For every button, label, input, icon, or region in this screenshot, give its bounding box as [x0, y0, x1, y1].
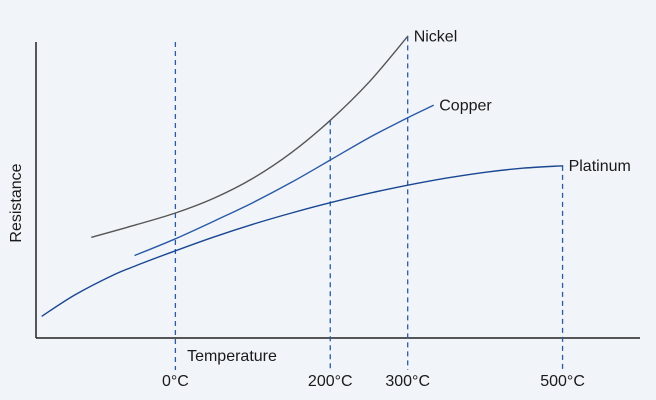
- series-label-platinum: Platinum: [569, 158, 631, 175]
- x-tick-label-300: 300°C: [385, 373, 430, 390]
- axes: [35, 42, 640, 339]
- temperature-guides: [174, 36, 564, 370]
- series-line-nickel: [91, 35, 409, 238]
- series-line-platinum: [41, 165, 564, 317]
- tick-labels: 0°C 200°C 300°C 500°C: [162, 373, 585, 390]
- series-label-copper: Copper: [439, 97, 492, 114]
- x-tick-label-200: 200°C: [308, 373, 353, 390]
- series-line-copper: [134, 104, 434, 256]
- series-label-nickel: Nickel: [414, 28, 458, 45]
- x-tick-label-500: 500°C: [540, 373, 585, 390]
- x-tick-label-0: 0°C: [162, 373, 189, 390]
- series-layer: [41, 35, 564, 317]
- x-axis-label: Temperature: [187, 348, 277, 365]
- series-labels: Nickel Copper Platinum: [414, 28, 631, 175]
- y-axis-label: Resistance: [8, 163, 25, 242]
